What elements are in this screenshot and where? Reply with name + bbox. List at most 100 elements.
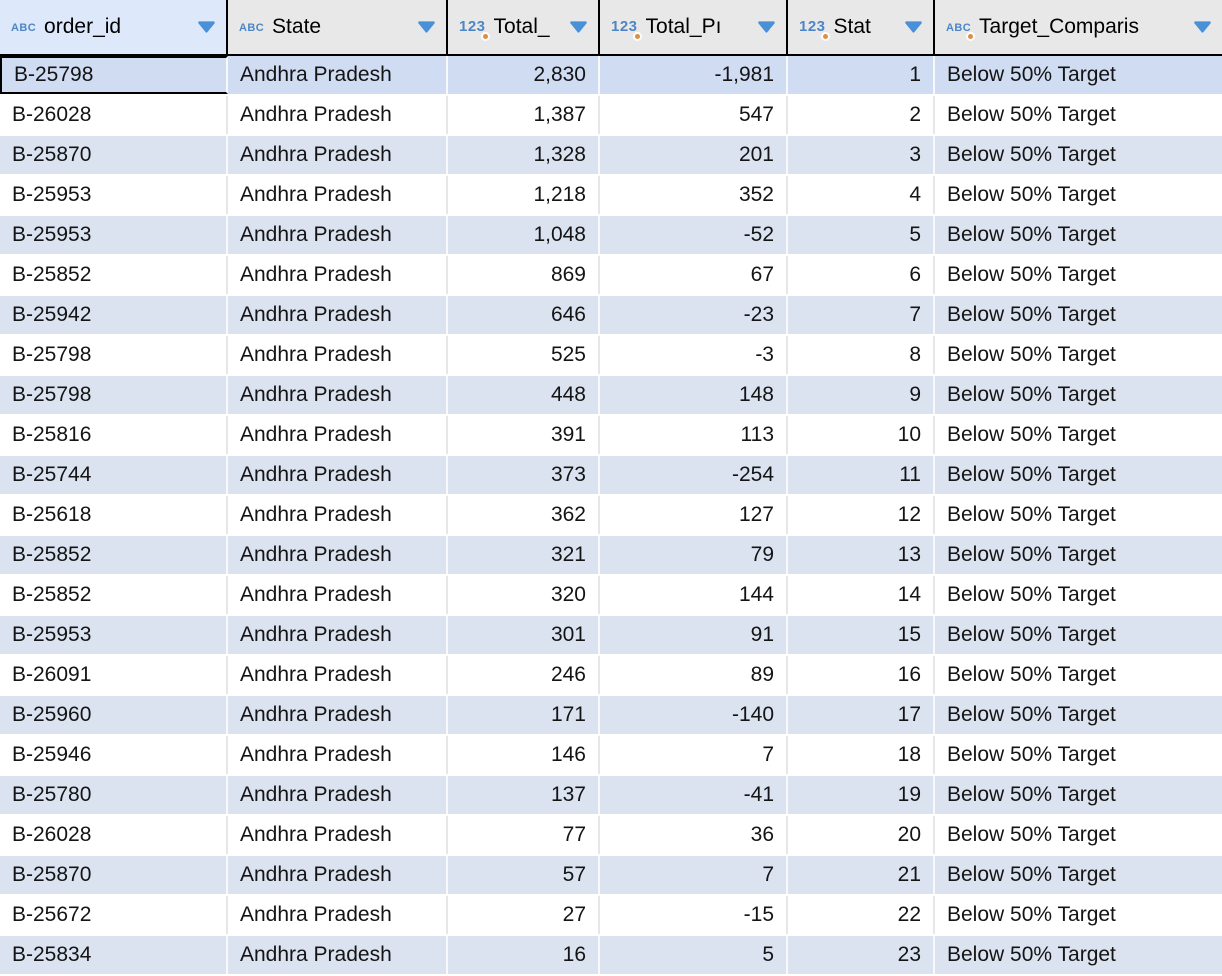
cell-target-comparison[interactable]: Below 50% Target [935, 496, 1222, 534]
cell-stat[interactable]: 8 [788, 336, 935, 374]
cell-order_id[interactable]: B-25852 [0, 256, 228, 294]
cell-total-p[interactable]: -1,981 [600, 56, 788, 94]
cell-total-p[interactable]: -52 [600, 216, 788, 254]
cell-total[interactable]: 525 [448, 336, 600, 374]
cell-state[interactable]: Andhra Pradesh [228, 376, 448, 414]
cell-total-p[interactable]: 5 [600, 936, 788, 974]
cell-state[interactable]: Andhra Pradesh [228, 296, 448, 334]
filter-dropdown-icon[interactable] [898, 21, 923, 33]
cell-state[interactable]: Andhra Pradesh [228, 896, 448, 934]
cell-target-comparison[interactable]: Below 50% Target [935, 176, 1222, 214]
filter-dropdown-icon[interactable] [563, 21, 588, 33]
cell-order_id[interactable]: B-25834 [0, 936, 228, 974]
cell-stat[interactable]: 22 [788, 896, 935, 934]
cell-total[interactable]: 27 [448, 896, 600, 934]
cell-stat[interactable]: 2 [788, 96, 935, 134]
selected-cell[interactable]: B-25798 [0, 56, 228, 94]
cell-stat[interactable]: 6 [788, 256, 935, 294]
cell-target-comparison[interactable]: Below 50% Target [935, 416, 1222, 454]
cell-target-comparison[interactable]: Below 50% Target [935, 616, 1222, 654]
cell-stat[interactable]: 5 [788, 216, 935, 254]
cell-stat[interactable]: 17 [788, 696, 935, 734]
cell-stat[interactable]: 9 [788, 376, 935, 414]
cell-total[interactable]: 2,830 [448, 56, 600, 94]
cell-target-comparison[interactable]: Below 50% Target [935, 376, 1222, 414]
cell-total[interactable]: 321 [448, 536, 600, 574]
cell-total-p[interactable]: -3 [600, 336, 788, 374]
cell-stat[interactable]: 14 [788, 576, 935, 614]
filter-dropdown-icon[interactable] [751, 21, 776, 33]
column-header-state[interactable]: ABC State [228, 0, 448, 54]
cell-target-comparison[interactable]: Below 50% Target [935, 96, 1222, 134]
cell-total[interactable]: 1,387 [448, 96, 600, 134]
cell-target-comparison[interactable]: Below 50% Target [935, 896, 1222, 934]
cell-target-comparison[interactable]: Below 50% Target [935, 816, 1222, 854]
cell-total[interactable]: 16 [448, 936, 600, 974]
cell-order_id[interactable]: B-26091 [0, 656, 228, 694]
column-header-total[interactable]: 123 Total_ [448, 0, 600, 54]
cell-state[interactable]: Andhra Pradesh [228, 856, 448, 894]
cell-total-p[interactable]: -23 [600, 296, 788, 334]
cell-total-p[interactable]: -15 [600, 896, 788, 934]
cell-target-comparison[interactable]: Below 50% Target [935, 536, 1222, 574]
cell-total-p[interactable]: 36 [600, 816, 788, 854]
cell-total[interactable]: 301 [448, 616, 600, 654]
cell-total[interactable]: 1,218 [448, 176, 600, 214]
cell-order_id[interactable]: B-25672 [0, 896, 228, 934]
cell-total-p[interactable]: 201 [600, 136, 788, 174]
cell-order_id[interactable]: B-25618 [0, 496, 228, 534]
cell-state[interactable]: Andhra Pradesh [228, 616, 448, 654]
cell-total-p[interactable]: 7 [600, 856, 788, 894]
cell-target-comparison[interactable]: Below 50% Target [935, 56, 1222, 94]
cell-stat[interactable]: 15 [788, 616, 935, 654]
cell-order_id[interactable]: B-25798 [0, 336, 228, 374]
cell-total-p[interactable]: 113 [600, 416, 788, 454]
cell-state[interactable]: Andhra Pradesh [228, 136, 448, 174]
cell-total-p[interactable]: 67 [600, 256, 788, 294]
filter-dropdown-icon[interactable] [411, 21, 436, 33]
cell-stat[interactable]: 10 [788, 416, 935, 454]
cell-total[interactable]: 1,328 [448, 136, 600, 174]
cell-state[interactable]: Andhra Pradesh [228, 816, 448, 854]
cell-order_id[interactable]: B-26028 [0, 816, 228, 854]
cell-total[interactable]: 646 [448, 296, 600, 334]
cell-total-p[interactable]: -254 [600, 456, 788, 494]
cell-stat[interactable]: 16 [788, 656, 935, 694]
filter-dropdown-icon[interactable] [191, 21, 216, 33]
cell-total[interactable]: 77 [448, 816, 600, 854]
cell-stat[interactable]: 11 [788, 456, 935, 494]
cell-total-p[interactable]: 148 [600, 376, 788, 414]
cell-target-comparison[interactable]: Below 50% Target [935, 136, 1222, 174]
cell-total-p[interactable]: -140 [600, 696, 788, 734]
cell-order_id[interactable]: B-25953 [0, 176, 228, 214]
cell-order_id[interactable]: B-25953 [0, 616, 228, 654]
cell-state[interactable]: Andhra Pradesh [228, 936, 448, 974]
cell-total[interactable]: 137 [448, 776, 600, 814]
cell-order_id[interactable]: B-25946 [0, 736, 228, 774]
cell-order_id[interactable]: B-25870 [0, 136, 228, 174]
cell-state[interactable]: Andhra Pradesh [228, 56, 448, 94]
cell-order_id[interactable]: B-25780 [0, 776, 228, 814]
cell-total-p[interactable]: -41 [600, 776, 788, 814]
cell-total-p[interactable]: 91 [600, 616, 788, 654]
cell-total[interactable]: 1,048 [448, 216, 600, 254]
cell-state[interactable]: Andhra Pradesh [228, 336, 448, 374]
cell-target-comparison[interactable]: Below 50% Target [935, 576, 1222, 614]
cell-stat[interactable]: 7 [788, 296, 935, 334]
cell-total-p[interactable]: 79 [600, 536, 788, 574]
cell-order_id[interactable]: B-26028 [0, 96, 228, 134]
cell-target-comparison[interactable]: Below 50% Target [935, 216, 1222, 254]
cell-target-comparison[interactable]: Below 50% Target [935, 736, 1222, 774]
cell-state[interactable]: Andhra Pradesh [228, 576, 448, 614]
cell-target-comparison[interactable]: Below 50% Target [935, 296, 1222, 334]
cell-total[interactable]: 448 [448, 376, 600, 414]
cell-state[interactable]: Andhra Pradesh [228, 176, 448, 214]
cell-state[interactable]: Andhra Pradesh [228, 456, 448, 494]
cell-stat[interactable]: 12 [788, 496, 935, 534]
cell-stat[interactable]: 21 [788, 856, 935, 894]
cell-target-comparison[interactable]: Below 50% Target [935, 256, 1222, 294]
cell-state[interactable]: Andhra Pradesh [228, 536, 448, 574]
cell-state[interactable]: Andhra Pradesh [228, 656, 448, 694]
cell-target-comparison[interactable]: Below 50% Target [935, 936, 1222, 974]
cell-total[interactable]: 171 [448, 696, 600, 734]
